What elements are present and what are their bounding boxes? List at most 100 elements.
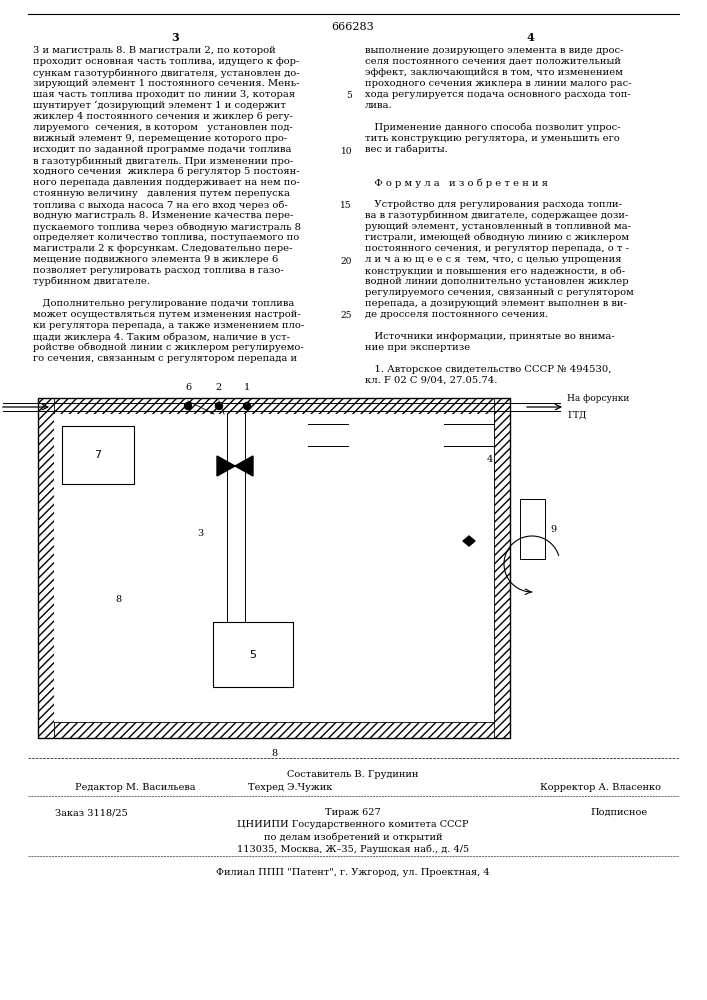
Text: 4: 4 xyxy=(487,454,493,464)
Circle shape xyxy=(243,402,250,410)
Text: рующий элемент, установленный в топливной ма-: рующий элемент, установленный в топливно… xyxy=(365,222,631,231)
Bar xyxy=(520,499,545,559)
Text: ва в газотурбинном двигателе, содержащее дози-: ва в газотурбинном двигателе, содержащее… xyxy=(365,211,629,221)
Text: Дополнительно регулирование подачи топлива: Дополнительно регулирование подачи топли… xyxy=(33,299,294,308)
Text: мещение подвижного элемента 9 в жиклере 6: мещение подвижного элемента 9 в жиклере … xyxy=(33,255,279,264)
Text: перепада, а дозирующий элемент выполнен в ви-: перепада, а дозирующий элемент выполнен … xyxy=(365,299,627,308)
Text: 6: 6 xyxy=(185,383,191,392)
Text: эффект, заключающийся в том, что изменением: эффект, заключающийся в том, что изменен… xyxy=(365,68,623,77)
Circle shape xyxy=(216,402,223,410)
Text: 7: 7 xyxy=(95,450,102,460)
Text: Редактор М. Васильева: Редактор М. Васильева xyxy=(75,783,196,792)
Text: постоянного сечения, и регулятор перепада, о т -: постоянного сечения, и регулятор перепад… xyxy=(365,244,629,253)
Text: гистрали, имеющей обводную линию с жиклером: гистрали, имеющей обводную линию с жикле… xyxy=(365,233,629,242)
Text: ние при экспертизе: ние при экспертизе xyxy=(365,343,470,352)
Text: проходит основная часть топлива, идущего к фор-: проходит основная часть топлива, идущего… xyxy=(33,57,299,66)
Circle shape xyxy=(185,402,192,410)
Bar xyxy=(38,398,54,738)
Bar xyxy=(38,722,510,738)
Text: 8: 8 xyxy=(271,748,277,758)
Text: 3 и магистраль 8. В магистрали 2, по которой: 3 и магистраль 8. В магистрали 2, по кот… xyxy=(33,46,276,55)
Text: по делам изобретений и открытий: по делам изобретений и открытий xyxy=(264,832,443,842)
Polygon shape xyxy=(217,456,235,476)
Text: л и ч а ю щ е е с я  тем, что, с целью упрощения: л и ч а ю щ е е с я тем, что, с целью уп… xyxy=(365,255,621,264)
Text: конструкции и повышения его надежности, в об-: конструкции и повышения его надежности, … xyxy=(365,266,625,275)
Text: ного перепада давления поддерживает на нем по-: ного перепада давления поддерживает на н… xyxy=(33,178,300,187)
Text: исходит по заданной программе подачи топлива: исходит по заданной программе подачи топ… xyxy=(33,145,291,154)
Polygon shape xyxy=(235,456,253,476)
Text: Устройство для регулирования расхода топли-: Устройство для регулирования расхода топ… xyxy=(365,200,622,209)
Text: 3: 3 xyxy=(171,32,179,43)
Text: сункам газотурбинного двигателя, установлен до-: сункам газотурбинного двигателя, установ… xyxy=(33,68,300,78)
Text: водной линии дополнительно установлен жиклер: водной линии дополнительно установлен жи… xyxy=(365,277,629,286)
Text: Применение данного способа позволит упрос-: Применение данного способа позволит упро… xyxy=(365,123,621,132)
Text: Подписное: Подписное xyxy=(590,808,647,817)
Text: Корректор А. Власенко: Корректор А. Власенко xyxy=(540,783,661,792)
Text: турбинном двигателе.: турбинном двигателе. xyxy=(33,277,150,286)
Text: Тираж 627: Тираж 627 xyxy=(325,808,381,817)
Text: селя постоянного сечения дает положительный: селя постоянного сечения дает положитель… xyxy=(365,57,621,66)
Text: кл. F 02 С 9/04, 27.05.74.: кл. F 02 С 9/04, 27.05.74. xyxy=(365,376,498,385)
Text: 25: 25 xyxy=(341,312,352,320)
Text: 20: 20 xyxy=(341,256,352,265)
Text: ЦНИИПИ Государственного комитета СССР: ЦНИИПИ Государственного комитета СССР xyxy=(238,820,469,829)
Text: 1: 1 xyxy=(244,383,250,392)
Text: го сечения, связанным с регулятором перепада и: го сечения, связанным с регулятором пере… xyxy=(33,354,297,363)
Bar xyxy=(308,424,348,446)
Text: проходного сечения жиклера в линии малого рас-: проходного сечения жиклера в линии малог… xyxy=(365,79,631,88)
Bar xyxy=(54,414,494,722)
Text: определяет количество топлива, поступаемого по: определяет количество топлива, поступаем… xyxy=(33,233,299,242)
Text: 9: 9 xyxy=(550,524,556,534)
Text: Заказ 3118/25: Заказ 3118/25 xyxy=(55,808,128,817)
Text: лива.: лива. xyxy=(365,101,392,110)
Text: Техред Э.Чужик: Техред Э.Чужик xyxy=(248,783,332,792)
Text: в газотурбинный двигатель. При изменении про-: в газотурбинный двигатель. При изменении… xyxy=(33,156,293,165)
Text: 4: 4 xyxy=(526,32,534,43)
Text: топлива с выхода насоса 7 на его вход через об-: топлива с выхода насоса 7 на его вход че… xyxy=(33,200,288,210)
Text: ходного сечения  жиклера 6 регулятор 5 постоян-: ходного сечения жиклера 6 регулятор 5 по… xyxy=(33,167,300,176)
Text: стоянную величину   давления путем перепуска: стоянную величину давления путем перепус… xyxy=(33,189,290,198)
Text: магистрали 2 к форсункам. Следовательно пере-: магистрали 2 к форсункам. Следовательно … xyxy=(33,244,293,253)
Text: ГТД: ГТД xyxy=(567,411,586,420)
Bar xyxy=(494,398,510,738)
Text: зирующий элемент 1 постоянного сечения. Мень-: зирующий элемент 1 постоянного сечения. … xyxy=(33,79,300,88)
Text: Филиал ППП "Патент", г. Ужгород, ул. Проектная, 4: Филиал ППП "Патент", г. Ужгород, ул. Про… xyxy=(216,868,490,877)
Text: лируемого  сечения, в котором   установлен под-: лируемого сечения, в котором установлен … xyxy=(33,123,293,132)
Text: шунтирует ‘дозирующий элемент 1 и содержит: шунтирует ‘дозирующий элемент 1 и содерж… xyxy=(33,101,286,110)
Text: 8: 8 xyxy=(115,594,121,603)
Text: 2: 2 xyxy=(216,383,222,392)
Text: регулируемого сечения, связанный с регулятором: регулируемого сечения, связанный с регул… xyxy=(365,288,633,297)
Text: жиклер 4 постоянного сечения и жиклер 6 регу-: жиклер 4 постоянного сечения и жиклер 6 … xyxy=(33,112,293,121)
Text: де дросселя постоянного сечения.: де дросселя постоянного сечения. xyxy=(365,310,548,319)
Text: вес и габариты.: вес и габариты. xyxy=(365,145,448,154)
Text: 5: 5 xyxy=(346,92,352,101)
Text: 10: 10 xyxy=(341,146,352,155)
Text: Источники информации, принятые во внима-: Источники информации, принятые во внима- xyxy=(365,332,615,341)
Text: вижный элемент 9, перемещение которого про-: вижный элемент 9, перемещение которого п… xyxy=(33,134,287,143)
Text: Составитель В. Грудинин: Составитель В. Грудинин xyxy=(287,770,419,779)
Text: может осуществляться путем изменения настрой-: может осуществляться путем изменения нас… xyxy=(33,310,300,319)
Bar xyxy=(308,414,368,489)
Text: 666283: 666283 xyxy=(332,22,375,32)
Text: водную магистраль 8. Изменение качества пере-: водную магистраль 8. Изменение качества … xyxy=(33,211,293,220)
Text: Ф о р м у л а   и з о б р е т е н и я: Ф о р м у л а и з о б р е т е н и я xyxy=(365,178,548,188)
Text: 1. Авторское свидетельство СССР № 494530,: 1. Авторское свидетельство СССР № 494530… xyxy=(365,365,612,374)
Text: пускаемого топлива через обводную магистраль 8: пускаемого топлива через обводную магист… xyxy=(33,222,301,232)
Polygon shape xyxy=(463,536,475,546)
Text: 113035, Москва, Ж–35, Раушская наб., д. 4/5: 113035, Москва, Ж–35, Раушская наб., д. … xyxy=(237,844,469,854)
Bar xyxy=(213,622,293,687)
Text: ки регулятора перепада, а также изменением пло-: ки регулятора перепада, а также изменени… xyxy=(33,321,304,330)
Bar xyxy=(444,424,494,446)
Text: 5: 5 xyxy=(250,650,257,660)
Bar xyxy=(38,398,510,738)
Text: шая часть топлива проходит по линии 3, которая: шая часть топлива проходит по линии 3, к… xyxy=(33,90,295,99)
Text: 15: 15 xyxy=(340,202,352,211)
Text: На форсунки: На форсунки xyxy=(567,394,629,403)
Bar xyxy=(62,426,134,484)
Text: 3: 3 xyxy=(197,530,203,538)
Bar xyxy=(38,398,510,414)
Text: щади жиклера 4. Таким образом, наличие в уст-: щади жиклера 4. Таким образом, наличие в… xyxy=(33,332,290,342)
Text: позволяет регулировать расход топлива в газо-: позволяет регулировать расход топлива в … xyxy=(33,266,284,275)
Bar xyxy=(444,414,494,489)
Text: тить конструкцию регулятора, и уменьшить его: тить конструкцию регулятора, и уменьшить… xyxy=(365,134,620,143)
